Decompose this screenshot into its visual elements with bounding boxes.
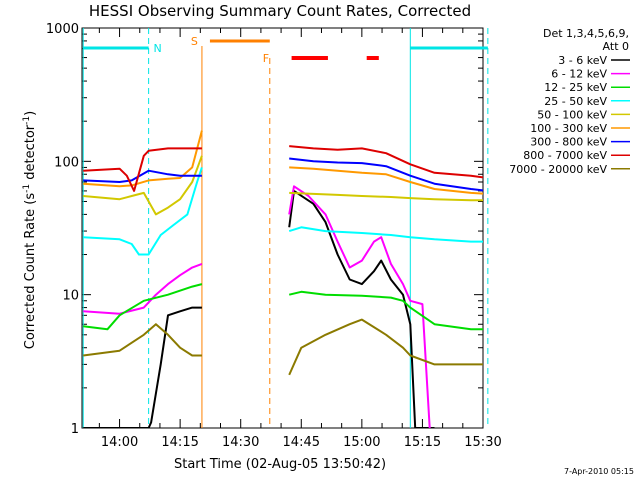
legend-label: 25 - 50 keV — [544, 95, 607, 108]
y-tick-label: 1 — [71, 422, 79, 437]
series-line-7 — [83, 145, 483, 192]
legend-header-line-2: Att 0 — [603, 40, 629, 53]
y-tick-label: 1000 — [46, 22, 79, 37]
legend-label: 100 - 300 keV — [530, 122, 607, 135]
series-line-4 — [83, 155, 483, 216]
y-axis-label: Corrected Count Rate (s-1 detector-1) — [22, 111, 38, 349]
night-label: N — [153, 42, 161, 55]
x-tick-label: 15:00 — [343, 435, 380, 450]
saa-start-label: S — [191, 35, 198, 48]
legend-label: 50 - 100 keV — [537, 108, 607, 121]
saa-end-label: F — [263, 52, 269, 65]
y-tick-label: 10 — [62, 289, 79, 304]
legend-label: 6 - 12 keV — [551, 68, 607, 81]
legend-label: 12 - 25 keV — [544, 81, 607, 94]
y-tick-label: 100 — [54, 155, 79, 170]
series-line-0 — [83, 189, 435, 428]
x-tick-label: 14:00 — [101, 435, 138, 450]
footer-date: 7-Apr-2010 05:15 — [564, 467, 634, 476]
series-line-5 — [83, 130, 483, 195]
chart-title: HESSI Observing Summary Count Rates, Cor… — [89, 2, 471, 20]
legend-label: 300 - 800 keV — [530, 136, 607, 149]
legend-label: 800 - 7000 keV — [523, 149, 607, 162]
y-axis-label-end: ) — [23, 111, 38, 116]
x-tick-label: 14:15 — [161, 435, 198, 450]
x-axis-label: Start Time (02-Aug-05 13:50:42) — [174, 457, 386, 472]
plot-area: 1 10 100 1000 14:00 14:15 14:30 14:45 15:00 15:15… — [46, 22, 502, 450]
x-tick-label: 14:45 — [283, 435, 320, 450]
y-axis-label-sup2: -1 — [22, 116, 32, 125]
legend-label: 7000 - 20000 keV — [509, 163, 607, 176]
x-tick-label: 15:30 — [464, 435, 501, 450]
series-line-8 — [83, 318, 483, 376]
y-axis-label-main: Corrected Count Rate (s — [23, 193, 38, 350]
x-tick-label: 14:30 — [222, 435, 259, 450]
legend-label: 3 - 6 keV — [558, 54, 607, 67]
series-line-6 — [83, 157, 483, 192]
plot-frame — [81, 27, 484, 429]
y-axis-label-sup1: -1 — [22, 184, 32, 193]
series-line-1 — [83, 185, 431, 428]
series-line-3 — [83, 167, 483, 256]
legend-header-line-1: Det 1,3,4,5,6,9, — [543, 27, 629, 40]
y-axis-label-mid: detector — [23, 124, 38, 184]
series-group — [83, 130, 483, 428]
series-line-2 — [83, 283, 483, 331]
x-tick-label: 15:15 — [404, 435, 441, 450]
